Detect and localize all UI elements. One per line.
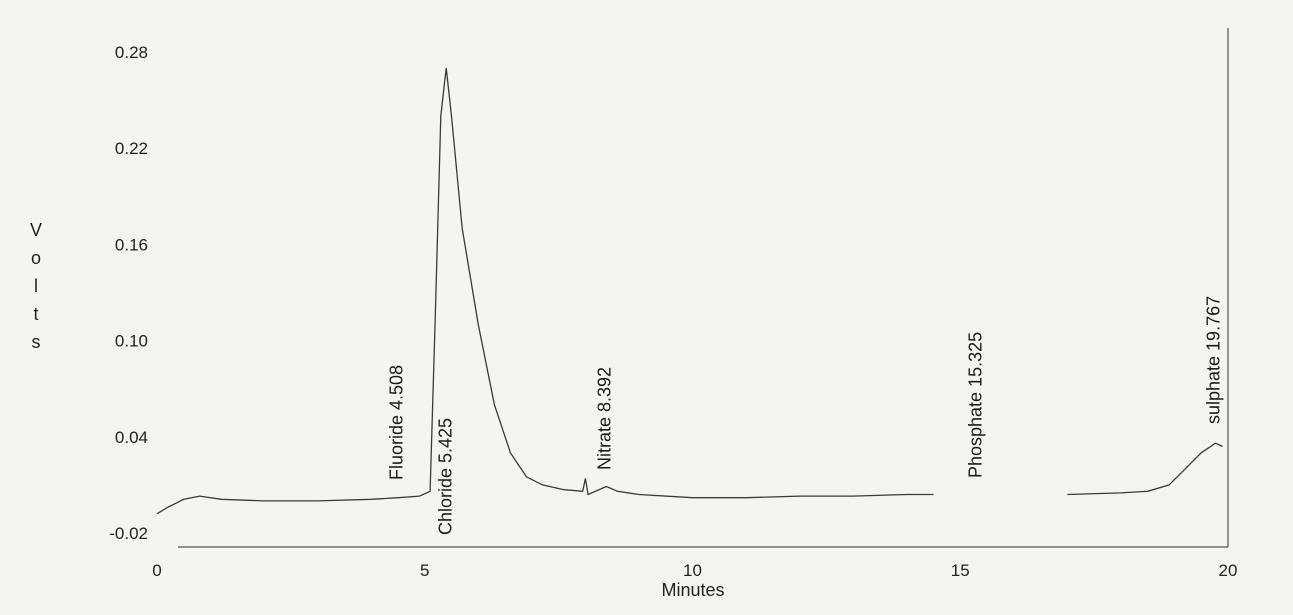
peak-label: Nitrate 8.392 — [594, 367, 614, 470]
trace-group — [156, 67, 1223, 515]
y-axis-title-letter: s — [32, 332, 41, 352]
x-tick-label: 0 — [152, 561, 161, 580]
y-axis-title-letter: l — [34, 276, 38, 296]
x-tick-label: 15 — [951, 561, 970, 580]
peak-label: Chloride 5.425 — [436, 418, 456, 535]
y-axis-title-letter: V — [30, 220, 42, 240]
y-tick-label: 0.04 — [115, 428, 148, 447]
x-tick-label: 5 — [420, 561, 429, 580]
x-tick-label: 20 — [1219, 561, 1238, 580]
y-axis-title-letter: o — [31, 248, 41, 268]
peak-annotations: Fluoride 4.508 Chloride 5.425 Nitrate 8.39… — [386, 296, 1223, 535]
peak-label: Phosphate 15.325 — [966, 332, 986, 478]
chromatogram-trace — [1067, 442, 1223, 496]
chromatogram-trace — [156, 67, 934, 515]
y-axis-title-letter: t — [33, 304, 38, 324]
peak-label: Fluoride 4.508 — [386, 365, 406, 480]
x-axis-tick-labels: 0 5 10 15 20 — [152, 561, 1237, 580]
axes — [178, 28, 1229, 548]
y-tick-label: 0.22 — [115, 139, 148, 158]
y-tick-label: 0.10 — [115, 332, 148, 351]
x-axis-title: Minutes — [661, 580, 724, 600]
x-tick-label: 10 — [683, 561, 702, 580]
y-tick-label: -0.02 — [109, 524, 148, 543]
y-axis-tick-labels: -0.02 0.04 0.10 0.16 0.22 0.28 — [109, 43, 148, 543]
y-tick-label: 0.16 — [115, 235, 148, 254]
peak-label: sulphate 19.767 — [1204, 296, 1224, 424]
y-tick-label: 0.28 — [115, 43, 148, 62]
